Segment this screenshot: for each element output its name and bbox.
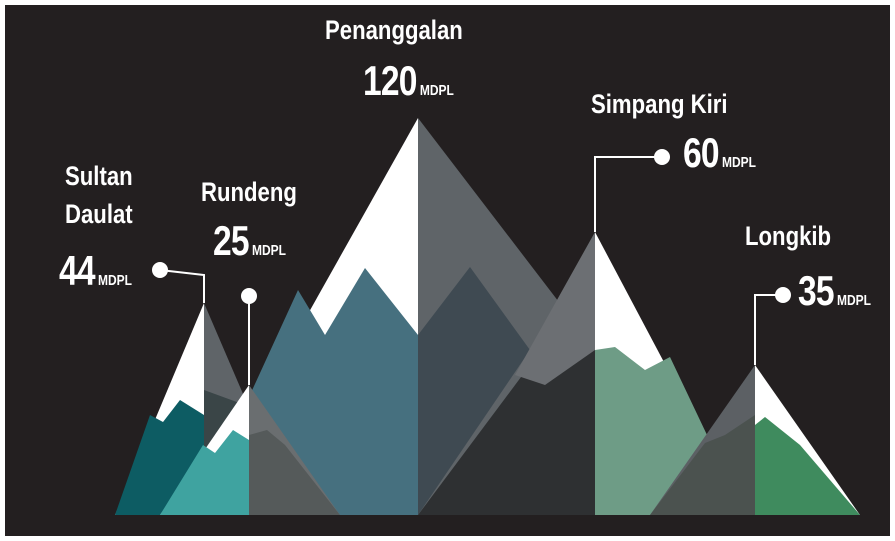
peak-height: 60 [683,129,719,176]
pointer-dot [654,149,670,165]
peak-label: Penanggalan [325,11,493,49]
pointer-dot [775,287,791,303]
peak-height: 25 [213,217,249,264]
peak-name: Sultan Daulat [65,157,143,233]
peak-label: Longkib [745,217,850,255]
unit: MDPL [252,242,286,259]
peak-label: Sultan Daulat [65,157,160,233]
peak-name: Longkib [745,217,831,255]
peak-height: 44 [59,247,95,294]
unit: MDPL [722,154,756,171]
peak-label: Simpang Kiri [591,85,758,123]
peak-name: Penanggalan [325,11,463,49]
pointer-dot [152,262,168,278]
unit: MDPL [98,272,132,289]
peak-name: Rundeng [201,173,297,211]
unit: MDPL [420,82,454,99]
peak-name: Simpang Kiri [591,85,728,123]
peak-height: 35 [798,267,834,314]
pointer-line [160,270,204,303]
mountain-face [755,417,860,515]
pointer-dot [241,288,257,304]
peak-label: Rundeng [201,173,318,211]
peak-height: 120 [363,57,417,104]
unit: MDPL [837,292,871,309]
pointer-line [595,157,662,232]
pointer-line [755,295,783,365]
